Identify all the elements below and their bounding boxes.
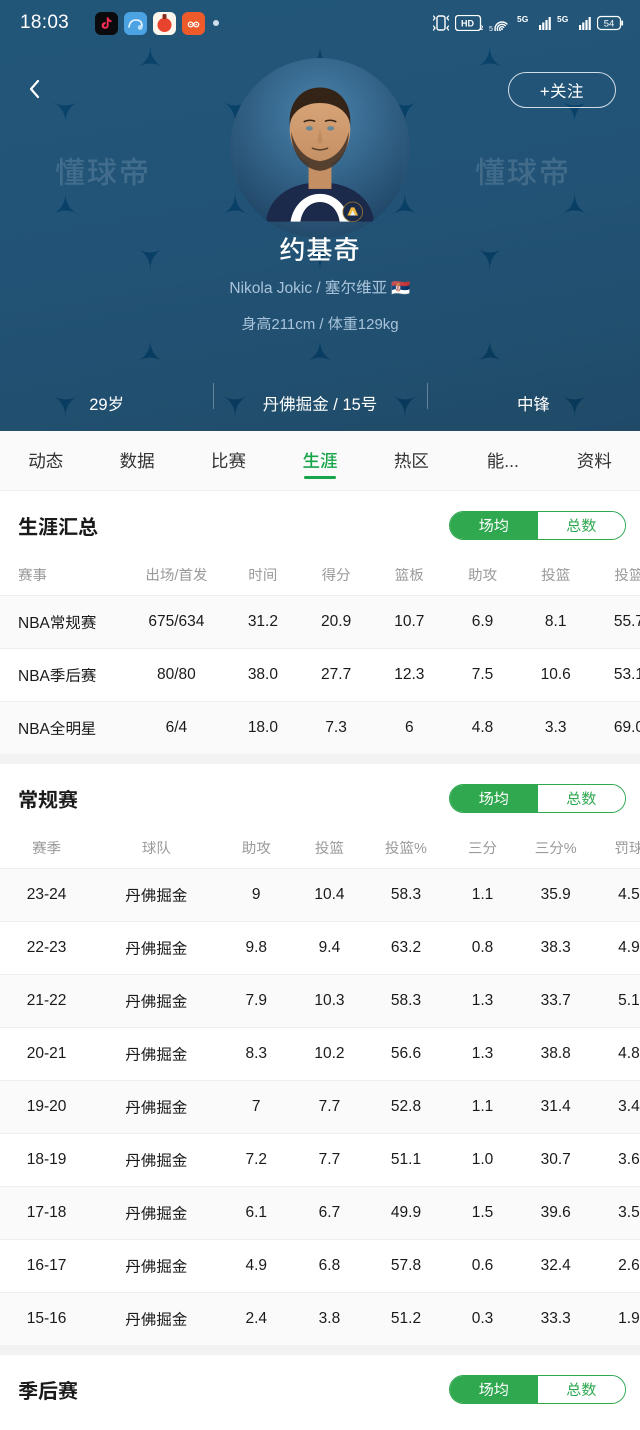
svg-text:HD: HD <box>461 19 474 29</box>
svg-text:54: 54 <box>604 19 615 30</box>
svg-text:5: 5 <box>489 26 493 31</box>
svg-text:5G: 5G <box>517 15 529 24</box>
svg-text:2: 2 <box>480 25 483 31</box>
svg-text:5G: 5G <box>557 15 569 24</box>
